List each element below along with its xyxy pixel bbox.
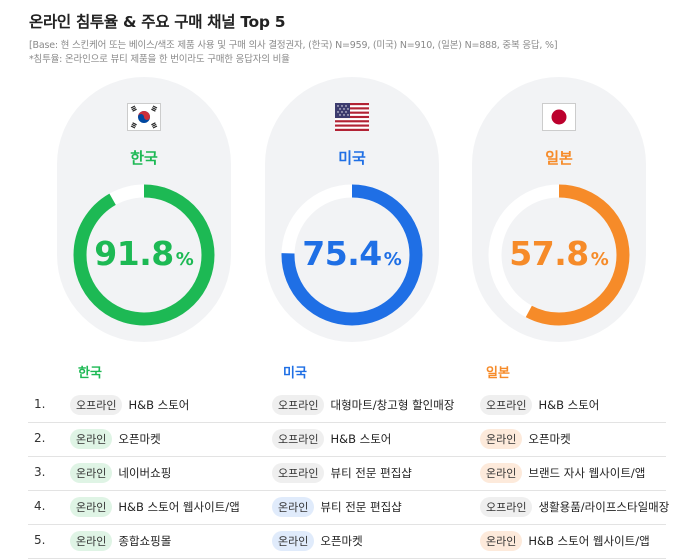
channel-name: H&B 스토어 (538, 398, 600, 412)
rank-number: 4. (34, 499, 46, 513)
korea-donut (73, 184, 215, 326)
rank-number: 2. (34, 431, 46, 445)
channel-cell-korea: 온라인 H&B 스토어 웹사이트/앱 (70, 496, 240, 518)
channel-badge: 오프라인 (272, 463, 325, 483)
japan-percent: 57.8% (472, 234, 646, 273)
channel-badge: 온라인 (480, 463, 523, 483)
channel-badge: 온라인 (70, 497, 113, 517)
channel-badge: 오프라인 (272, 429, 325, 449)
channel-name: 종합쇼핑몰 (118, 534, 172, 548)
channel-name: H&B 스토어 웹사이트/앱 (528, 534, 650, 548)
korea-flag-icon (127, 103, 161, 131)
penetration-note: *침투율: 온라인으로 뷰티 제품을 한 번이라도 구매한 응답자의 비율 (29, 54, 290, 65)
channel-cell-korea: 온라인 종합쇼핑몰 (70, 530, 171, 552)
channel-name: H&B 스토어 (330, 432, 392, 446)
table-header-korea: 한국 (78, 366, 102, 381)
channel-badge: 온라인 (70, 531, 113, 551)
channel-badge: 오프라인 (272, 395, 325, 415)
channel-name: 오픈마켓 (118, 432, 161, 446)
rank-number: 5. (34, 533, 46, 547)
channel-badge: 오프라인 (480, 395, 533, 415)
channel-name: 오픈마켓 (320, 534, 363, 548)
channel-cell-japan: 온라인 오픈마켓 (480, 428, 571, 450)
usa-percent: 75.4% (265, 234, 439, 273)
channel-cell-usa: 온라인 뷰티 전문 편집샵 (272, 496, 402, 518)
usa-donut (281, 184, 423, 326)
usa-label: 미국 (338, 149, 366, 167)
rank-number: 1. (34, 397, 46, 411)
korea-percent-value: 91.8 (94, 234, 174, 273)
channel-cell-usa: 오프라인 H&B 스토어 (272, 428, 391, 450)
japan-donut (488, 184, 630, 326)
channel-cell-usa: 오프라인 대형마트/창고형 할인매장 (272, 394, 454, 416)
channel-cell-usa: 오프라인 뷰티 전문 편집샵 (272, 462, 412, 484)
donut-arc-japan (488, 184, 630, 326)
channel-name: H&B 스토어 웹사이트/앱 (118, 500, 240, 514)
donut-arc-korea (73, 184, 215, 326)
percent-unit: % (383, 249, 402, 270)
percent-unit: % (175, 249, 194, 270)
channel-badge: 온라인 (480, 531, 523, 551)
channel-badge: 온라인 (70, 463, 113, 483)
channel-badge: 온라인 (480, 429, 523, 449)
table-row: 5. 온라인 종합쇼핑몰 온라인 오픈마켓 온라인 H&B 스토어 웹사이트/앱 (28, 524, 666, 559)
channel-name: 뷰티 전문 편집샵 (320, 500, 402, 514)
channel-name: 대형마트/창고형 할인매장 (330, 398, 455, 412)
table-row: 2. 온라인 오픈마켓 오프라인 H&B 스토어 온라인 오픈마켓 (28, 422, 666, 457)
korea-percent: 91.8% (57, 234, 231, 273)
channel-cell-usa: 온라인 오픈마켓 (272, 530, 363, 552)
channel-badge: 온라인 (272, 531, 315, 551)
channel-badge: 온라인 (70, 429, 113, 449)
korea-label: 한국 (130, 149, 158, 167)
table-row: 4. 온라인 H&B 스토어 웹사이트/앱 온라인 뷰티 전문 편집샵 오프라인 생활… (28, 490, 669, 525)
channel-cell-japan: 온라인 H&B 스토어 웹사이트/앱 (480, 530, 650, 552)
channel-name: 뷰티 전문 편집샵 (330, 466, 412, 480)
channel-badge: 온라인 (272, 497, 315, 517)
usa-flag-icon (335, 103, 369, 131)
channel-name: 오픈마켓 (528, 432, 571, 446)
channel-name: H&B 스토어 (128, 398, 190, 412)
japan-percent-value: 57.8 (509, 234, 589, 273)
page-title: 온라인 침투율 & 주요 구매 채널 Top 5 (29, 13, 286, 31)
channel-cell-japan: 온라인 브랜드 자사 웹사이트/앱 (480, 462, 645, 484)
channel-cell-korea: 오프라인 H&B 스토어 (70, 394, 189, 416)
channel-cell-japan: 오프라인 H&B 스토어 (480, 394, 599, 416)
table-header-japan: 일본 (486, 366, 510, 381)
base-note: [Base: 현 스킨케어 또는 베이스/색조 제품 사용 및 구매 의사 결정… (29, 40, 558, 51)
channel-cell-japan: 오프라인 생활용품/라이프스타일매장 (480, 496, 669, 518)
japan-label: 일본 (545, 149, 573, 167)
table-row: 3. 온라인 네이버쇼핑 오프라인 뷰티 전문 편집샵 온라인 브랜드 자사 웹사이트… (28, 456, 666, 491)
table-header-usa: 미국 (283, 366, 307, 381)
channel-badge: 오프라인 (480, 497, 533, 517)
rank-number: 3. (34, 465, 46, 479)
channel-cell-korea: 온라인 오픈마켓 (70, 428, 161, 450)
percent-unit: % (590, 249, 609, 270)
channel-name: 브랜드 자사 웹사이트/앱 (528, 466, 646, 480)
channel-name: 네이버쇼핑 (118, 466, 172, 480)
table-row: 1. 오프라인 H&B 스토어 오프라인 대형마트/창고형 할인매장 오프라인 H&B… (28, 388, 666, 423)
donut-arc-usa (281, 184, 423, 326)
usa-percent-value: 75.4 (302, 234, 382, 273)
japan-flag-icon (542, 103, 576, 131)
channel-name: 생활용품/라이프스타일매장 (538, 500, 670, 514)
channel-badge: 오프라인 (70, 395, 123, 415)
channel-cell-korea: 온라인 네이버쇼핑 (70, 462, 171, 484)
